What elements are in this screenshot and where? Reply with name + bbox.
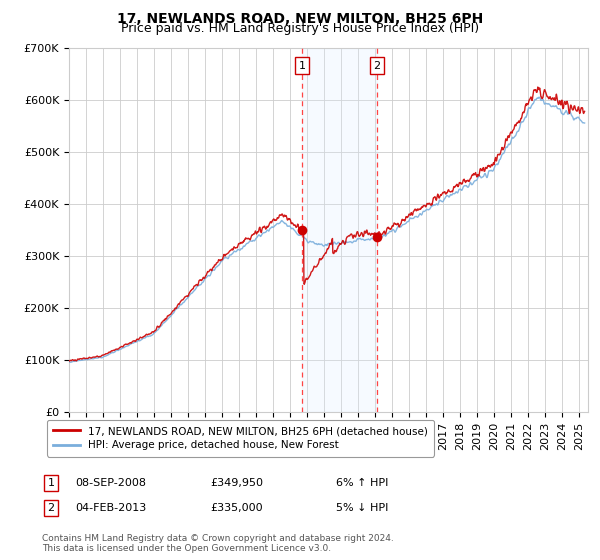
Text: 17, NEWLANDS ROAD, NEW MILTON, BH25 6PH: 17, NEWLANDS ROAD, NEW MILTON, BH25 6PH: [117, 12, 483, 26]
Text: Price paid vs. HM Land Registry's House Price Index (HPI): Price paid vs. HM Land Registry's House …: [121, 22, 479, 35]
Text: 2: 2: [47, 503, 55, 513]
Legend: 17, NEWLANDS ROAD, NEW MILTON, BH25 6PH (detached house), HPI: Average price, de: 17, NEWLANDS ROAD, NEW MILTON, BH25 6PH …: [47, 420, 434, 456]
Text: £349,950: £349,950: [210, 478, 263, 488]
Text: 08-SEP-2008: 08-SEP-2008: [75, 478, 146, 488]
Text: 1: 1: [298, 61, 305, 71]
Text: Contains HM Land Registry data © Crown copyright and database right 2024.
This d: Contains HM Land Registry data © Crown c…: [42, 534, 394, 553]
Text: 6% ↑ HPI: 6% ↑ HPI: [336, 478, 388, 488]
Text: 04-FEB-2013: 04-FEB-2013: [75, 503, 146, 513]
Text: 1: 1: [47, 478, 55, 488]
Text: 2: 2: [373, 61, 380, 71]
Text: £335,000: £335,000: [210, 503, 263, 513]
Text: 5% ↓ HPI: 5% ↓ HPI: [336, 503, 388, 513]
Bar: [302, 48, 377, 412]
